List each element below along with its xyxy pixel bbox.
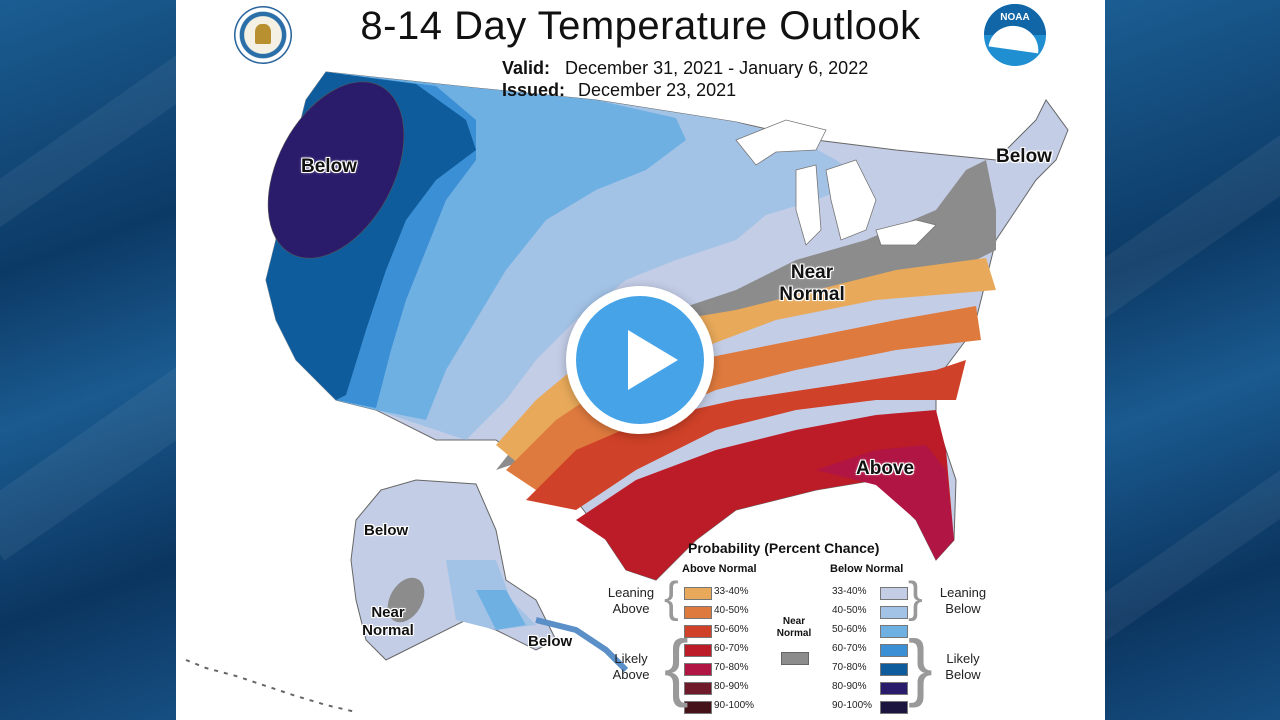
legend-above-range-3: 60-70% bbox=[714, 643, 749, 654]
legend-near-normal-swatch bbox=[781, 652, 809, 665]
legend-near-normal-label: Near Normal bbox=[776, 616, 812, 639]
commerce-seal-logo bbox=[234, 6, 292, 64]
legend-below-range-0: 33-40% bbox=[832, 586, 867, 597]
legend-title: Probability (Percent Chance) bbox=[688, 540, 880, 556]
legend-below-swatch-3 bbox=[880, 644, 908, 657]
valid-dates: Valid: December 31, 2021 - January 6, 20… bbox=[502, 58, 868, 79]
legend-brace-likely-above: { bbox=[664, 625, 689, 708]
legend-above-header: Above Normal bbox=[682, 563, 757, 575]
legend-below-range-1: 40-50% bbox=[832, 605, 867, 616]
noaa-logo: NOAA bbox=[984, 4, 1046, 66]
left-background-panel bbox=[0, 0, 251, 720]
noaa-logo-text: NOAA bbox=[1000, 12, 1030, 23]
legend-above-swatch-1 bbox=[684, 606, 712, 619]
above-50-60-zone bbox=[526, 360, 966, 510]
below-80-90-zone bbox=[267, 81, 405, 259]
alaska-near-normal bbox=[387, 577, 425, 623]
page-title: 8-14 Day Temperature Outlook bbox=[360, 4, 921, 48]
eagle-icon bbox=[255, 24, 271, 44]
above-70-80-zone bbox=[816, 445, 954, 560]
legend-above-swatch-3 bbox=[684, 644, 712, 657]
label-above-southeast: Above bbox=[856, 458, 915, 479]
outlook-map-card: NOAA 8-14 Day Temperature Outlook Valid:… bbox=[176, 0, 1105, 720]
legend-brace-likely-below: } bbox=[908, 625, 933, 708]
label-near-normal: Near Normal bbox=[779, 262, 845, 305]
legend-above-range-4: 70-80% bbox=[714, 662, 749, 673]
great-lakes bbox=[735, 119, 937, 246]
legend-likely-below: Likely Below bbox=[945, 651, 981, 682]
legend-above-range-6: 90-100% bbox=[714, 700, 755, 711]
label-alaska-near-normal: Near Normal bbox=[362, 604, 414, 639]
legend-above-swatch-5 bbox=[684, 682, 712, 695]
play-button-face[interactable] bbox=[576, 296, 704, 424]
valid-value: December 31, 2021 - January 6, 2022 bbox=[565, 58, 869, 78]
legend-likely-above: Likely Above bbox=[612, 651, 650, 682]
issued-label: Issued: bbox=[502, 80, 566, 100]
label-below-northeast: Below bbox=[996, 146, 1052, 167]
legend-leaning-above: Leaning Above bbox=[607, 585, 655, 616]
legend-brace-leaning-above: { bbox=[664, 573, 679, 622]
alaska-below-50-60 bbox=[476, 590, 526, 630]
legend-below-swatch-0 bbox=[880, 587, 908, 600]
right-background-panel bbox=[1057, 0, 1280, 720]
legend-above-range-0: 33-40% bbox=[714, 586, 749, 597]
legend-above-swatch-6 bbox=[684, 701, 712, 714]
legend-above-range-2: 50-60% bbox=[714, 624, 749, 635]
legend-above-swatch-0 bbox=[684, 587, 712, 600]
legend-below-header: Below Normal bbox=[830, 563, 904, 575]
play-icon[interactable] bbox=[628, 330, 678, 390]
video-play-button[interactable] bbox=[566, 286, 714, 434]
label-alaska-below-west: Below bbox=[364, 522, 409, 539]
legend-below-range-3: 60-70% bbox=[832, 643, 867, 654]
above-60-70-zone bbox=[576, 410, 954, 580]
legend-below-range-4: 70-80% bbox=[832, 662, 867, 673]
legend-above-swatch-2 bbox=[684, 625, 712, 638]
legend-below-swatch-2 bbox=[880, 625, 908, 638]
legend-above-swatch-4 bbox=[684, 663, 712, 676]
label-alaska-below-south: Below bbox=[528, 633, 573, 650]
legend-leaning-below: Leaning Below bbox=[939, 585, 987, 616]
legend-above-range-5: 80-90% bbox=[714, 681, 749, 692]
label-below-northwest: Below bbox=[301, 156, 357, 177]
legend-below-range-6: 90-100% bbox=[832, 700, 873, 711]
legend-below-swatch-1 bbox=[880, 606, 908, 619]
legend-above-range-1: 40-50% bbox=[714, 605, 749, 616]
valid-label: Valid: bbox=[502, 58, 551, 78]
issued-value: December 23, 2021 bbox=[578, 80, 737, 100]
issued-date: Issued: December 23, 2021 bbox=[502, 80, 736, 101]
aleutian-islands bbox=[185, 659, 357, 713]
legend-below-swatch-5 bbox=[880, 682, 908, 695]
legend-below-swatch-4 bbox=[880, 663, 908, 676]
legend-below-swatch-6 bbox=[880, 701, 908, 714]
legend-brace-leaning-below: } bbox=[908, 573, 923, 622]
above-40-50-zone bbox=[506, 306, 981, 490]
legend-below-range-5: 80-90% bbox=[832, 681, 867, 692]
alaska-panhandle bbox=[535, 617, 629, 673]
legend-below-range-2: 50-60% bbox=[832, 624, 867, 635]
background-stripe bbox=[1080, 437, 1280, 643]
